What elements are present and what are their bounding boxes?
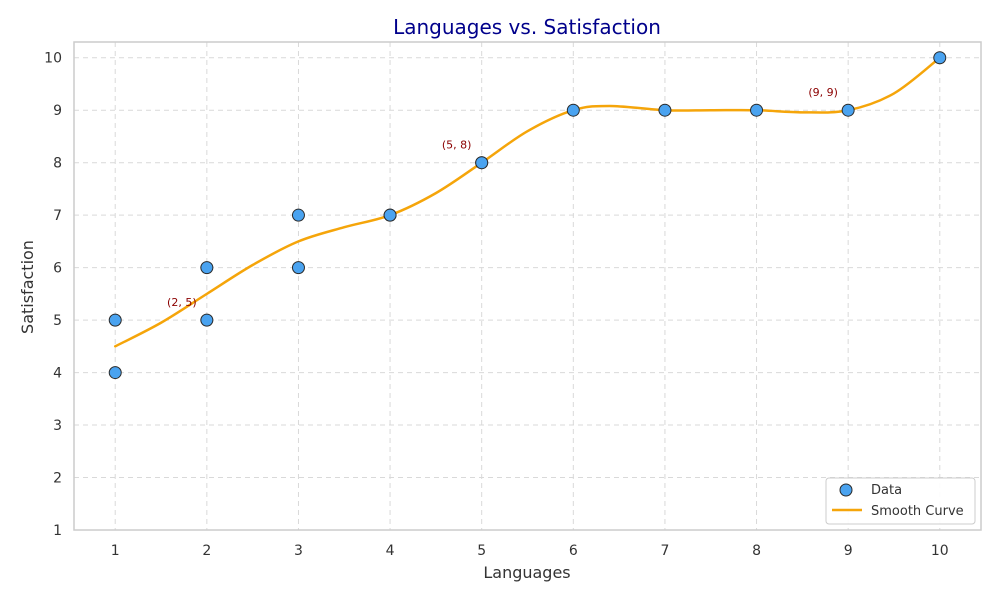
chart-title: Languages vs. Satisfaction [393,15,661,39]
x-tick-label: 7 [660,543,669,559]
annotation-label: (9, 9) [808,86,838,99]
data-point [841,103,855,117]
data-point [566,103,580,117]
y-tick-label: 4 [53,366,62,382]
x-axis-label: Languages [483,563,570,582]
legend-box [825,477,976,525]
annotation-label: (5, 8) [442,139,472,152]
x-tick-label: 4 [386,543,395,559]
y-tick-label: 1 [53,523,62,539]
plot-frame [73,41,982,531]
data-point [291,208,305,222]
legend: Data Smooth Curve [825,477,976,525]
data-point [200,261,214,275]
data-point [108,313,122,327]
x-tick-label: 2 [202,543,211,559]
smooth-curve-line [113,56,942,348]
x-tick-label: 1 [111,543,120,559]
data-point [475,156,489,170]
annotation-layer: (2, 5) (5, 8) (9, 9) [167,86,838,309]
data-point [750,103,764,117]
y-tick-label: 7 [53,208,62,224]
x-tick-label: 9 [844,543,853,559]
data-point [658,103,672,117]
data-point [933,51,947,65]
y-tick-label: 6 [53,261,62,277]
legend-label-curve: Smooth Curve [871,504,964,519]
legend-marker-data [839,483,853,497]
data-point [200,313,214,327]
annotation-label: (2, 5) [167,296,197,309]
x-tick-label: 3 [294,543,303,559]
data-point [291,261,305,275]
data-point [108,366,122,380]
legend-label-data: Data [871,483,902,498]
y-tick-label: 5 [53,313,62,329]
x-tick-label: 5 [477,543,486,559]
series-layer [108,51,947,380]
y-tick-label: 9 [53,103,62,119]
x-tick-label: 8 [752,543,761,559]
y-tick-label: 2 [53,471,62,487]
x-tick-label: 6 [569,543,578,559]
y-axis-label: Satisfaction [18,240,37,334]
x-tick-label: 10 [931,543,949,559]
y-tick-label: 8 [53,156,62,172]
data-point [383,208,397,222]
y-tick-label: 3 [53,418,62,434]
y-tick-label: 10 [44,51,62,67]
axes-layer: 1 2 3 4 5 6 7 8 9 10 1 2 3 4 5 6 7 8 9 10 [44,41,982,559]
